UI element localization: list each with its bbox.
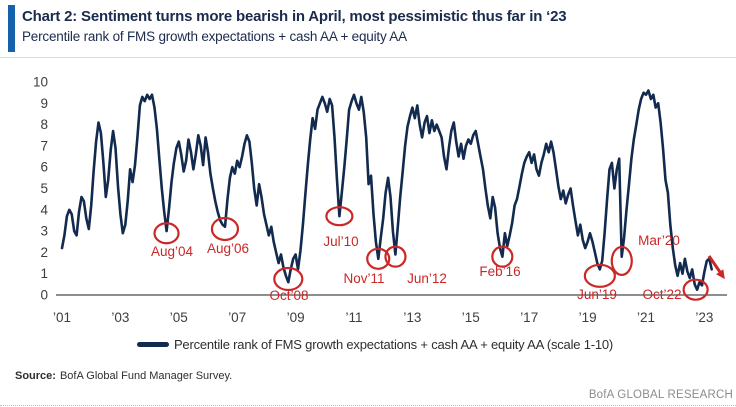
x-tick-label: ’03 <box>111 310 129 325</box>
annotation-circle-jun12 <box>384 245 407 268</box>
annotation-circle-aug04 <box>153 222 180 245</box>
y-tick-label: 5 <box>40 181 48 196</box>
y-tick-label: 6 <box>40 160 48 175</box>
x-tick-label: ’05 <box>170 310 188 325</box>
annotation-circle-mar20 <box>610 245 633 277</box>
annotation-circle-jun19 <box>583 263 616 288</box>
source-text: BofA Global Fund Manager Survey. <box>59 370 233 382</box>
annotation-label-jun19: Jun’19 <box>577 287 617 302</box>
x-tick-label: ’23 <box>695 310 713 325</box>
annotation-circle-feb16 <box>491 245 514 268</box>
chart-header: Chart 2: Sentiment turns more bearish in… <box>0 0 736 58</box>
legend-label: Percentile rank of FMS growth expectatio… <box>173 337 614 352</box>
x-tick-label: ’21 <box>637 310 655 325</box>
x-tick-label: ’15 <box>462 310 480 325</box>
y-tick-label: 4 <box>40 202 48 217</box>
y-tick-label: 0 <box>40 288 48 303</box>
x-tick-label: ’07 <box>228 310 246 325</box>
legend-line-swatch <box>136 342 169 347</box>
annotation-label-jul10: Jul’10 <box>323 234 358 249</box>
x-tick-label: ’17 <box>520 310 538 325</box>
annotation-label-aug04: Aug’04 <box>151 244 194 259</box>
y-tick-label: 1 <box>40 266 48 281</box>
annotation-circle-jul10 <box>325 206 354 227</box>
annotation-label-oct08: Oct’08 <box>269 288 308 303</box>
trend-arrow-head <box>716 269 725 280</box>
x-tick-label: ’19 <box>579 310 597 325</box>
annotation-label-jun12: Jun’12 <box>407 271 447 286</box>
chart-title: Chart 2: Sentiment turns more bearish in… <box>22 8 567 25</box>
annotation-circle-aug06 <box>210 216 240 242</box>
y-tick-label: 8 <box>40 117 48 132</box>
x-tick-label: ’11 <box>345 310 362 325</box>
y-tick-label: 3 <box>40 224 48 239</box>
y-tick-label: 7 <box>40 138 48 153</box>
source-label: Source: <box>15 370 56 382</box>
bottom-divider <box>0 405 736 406</box>
annotation-label-feb16: Feb’16 <box>479 264 520 279</box>
title-accent-bar <box>8 5 15 52</box>
annotation-label-nov11: Nov’11 <box>343 271 384 286</box>
legend: Percentile rank of FMS growth expectatio… <box>0 337 736 352</box>
annotation-label-oct22: Oct’22 <box>642 287 681 302</box>
chart-subtitle: Percentile rank of FMS growth expectatio… <box>22 29 407 44</box>
y-tick-label: 2 <box>40 245 48 260</box>
annotation-circle-nov11 <box>366 247 391 270</box>
sentiment-line <box>60 89 714 292</box>
y-tick-label: 9 <box>40 96 48 111</box>
x-tick-label: ’09 <box>287 310 305 325</box>
title-block: Chart 2: Sentiment turns more bearish in… <box>22 6 722 46</box>
annotation-circle-oct08 <box>273 266 304 292</box>
annotation-label-mar20: Mar’20 <box>638 233 680 248</box>
annotation-circle-oct22 <box>682 278 709 301</box>
x-tick-label: ’13 <box>403 310 421 325</box>
y-tick-label: 10 <box>33 75 48 90</box>
brand-mark: BofA GLOBAL RESEARCH <box>588 389 733 401</box>
x-tick-label: ’01 <box>53 310 71 325</box>
source-note: Source: BofA Global Fund Manager Survey. <box>15 370 232 382</box>
annotation-label-aug06: Aug’06 <box>207 241 249 256</box>
